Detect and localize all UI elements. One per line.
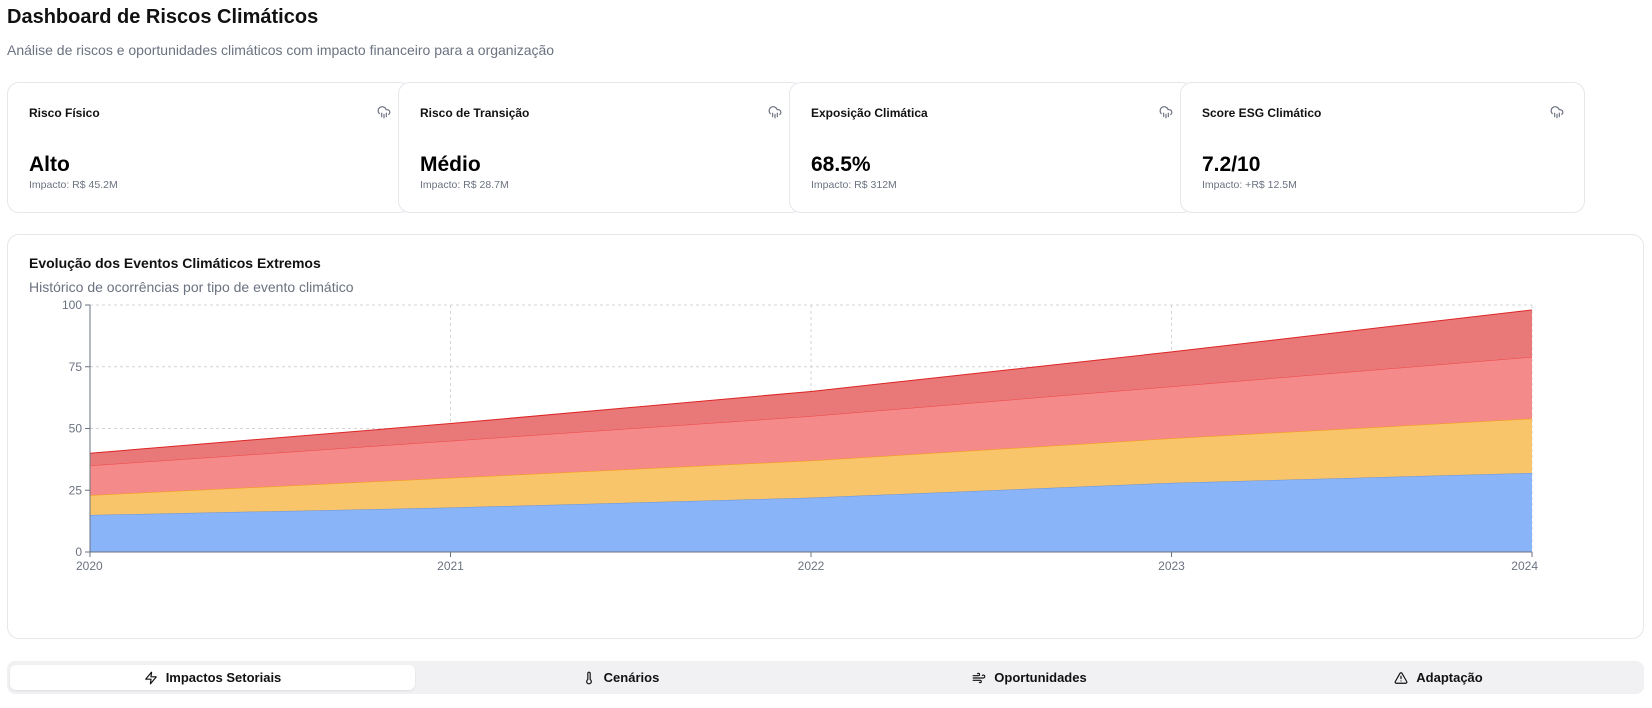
card-risco-fisico: Risco Físico Alto Impacto: R$ 45.2M <box>7 82 412 213</box>
cloud-rain-icon <box>768 106 782 119</box>
page-subtitle: Análise de riscos e oportunidades climát… <box>7 42 555 58</box>
alert-triangle-icon <box>1394 671 1408 684</box>
area-series-4 <box>90 309 1532 466</box>
tab-label: Adaptação <box>1416 670 1483 685</box>
y-tick-label: 50 <box>69 422 83 436</box>
card-title: Score ESG Climático <box>1202 106 1322 120</box>
card-title: Risco Físico <box>29 106 100 120</box>
chart-card: Evolução dos Eventos Climáticos Extremos… <box>7 234 1644 639</box>
y-tick-label: 100 <box>62 298 82 312</box>
card-title: Exposição Climática <box>811 106 928 120</box>
tab-label: Impactos Setoriais <box>165 670 282 685</box>
cloud-rain-icon <box>1550 106 1564 119</box>
card-value: Médio <box>420 153 481 176</box>
card-score-esg: Score ESG Climático 7.2/10 Impacto: +R$ … <box>1180 82 1585 213</box>
x-tick-label: 2024 <box>1511 559 1538 573</box>
card-risco-transicao: Risco de Transição Médio Impacto: R$ 28.… <box>398 82 803 213</box>
card-impact: Impacto: R$ 312M <box>811 179 897 191</box>
card-exposicao-climatica: Exposição Climática 68.5% Impacto: R$ 31… <box>789 82 1194 213</box>
area-chart: 0 25 50 75 100 2020 2021 2022 2023 2024 <box>62 298 1538 573</box>
zap-icon <box>144 671 157 684</box>
card-impact: Impacto: R$ 45.2M <box>29 179 118 191</box>
tab-label: Cenários <box>603 670 660 685</box>
area-series-1 <box>90 472 1532 552</box>
chart-subtitle: Histórico de ocorrências por tipo de eve… <box>29 279 354 295</box>
x-tick-label: 2020 <box>76 559 103 573</box>
tab-oportunidades[interactable]: Oportunidades <box>827 665 1232 690</box>
tab-cenarios[interactable]: Cenários <box>418 665 823 690</box>
card-value: 68.5% <box>811 153 871 176</box>
area-series-2 <box>90 418 1532 515</box>
x-tick-label: 2023 <box>1158 559 1185 573</box>
card-value: Alto <box>29 153 70 176</box>
page-title: Dashboard de Riscos Climáticos <box>7 6 319 28</box>
tab-impactos-setoriais[interactable]: Impactos Setoriais <box>10 665 415 690</box>
area-series-3 <box>90 356 1532 496</box>
tab-adaptacao[interactable]: Adaptação <box>1236 665 1641 690</box>
cloud-rain-icon <box>1159 106 1173 119</box>
card-value: 7.2/10 <box>1202 153 1261 176</box>
chart-title: Evolução dos Eventos Climáticos Extremos <box>29 255 321 271</box>
y-tick-label: 75 <box>69 360 83 374</box>
area-series-line-4 <box>89 309 1533 454</box>
thermometer-icon <box>585 671 592 684</box>
x-tick-label: 2021 <box>437 559 464 573</box>
cloud-rain-icon <box>377 106 391 119</box>
y-tick-label: 0 <box>75 545 82 559</box>
tab-bar: Impactos Setoriais Cenários Oportunidade… <box>7 661 1644 694</box>
wind-icon <box>972 672 986 683</box>
x-tick-label: 2022 <box>798 559 825 573</box>
card-title: Risco de Transição <box>420 106 530 120</box>
tab-label: Oportunidades <box>994 670 1087 685</box>
card-impact: Impacto: R$ 28.7M <box>420 179 509 191</box>
y-tick-label: 25 <box>69 483 83 497</box>
card-impact: Impacto: +R$ 12.5M <box>1202 179 1297 191</box>
